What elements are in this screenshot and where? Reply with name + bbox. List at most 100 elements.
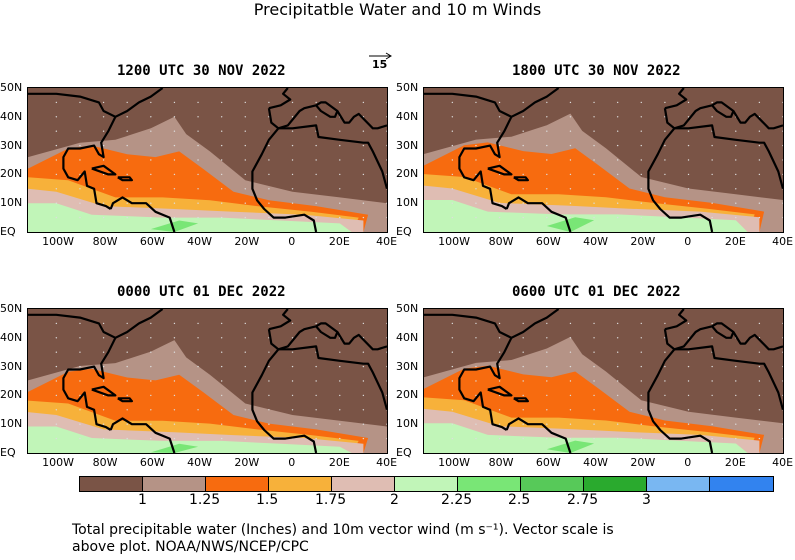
- grid-dot: [687, 188, 690, 190]
- grid-dot: [711, 216, 713, 219]
- grid-dot: [498, 101, 501, 104]
- grid-dot: [339, 159, 341, 161]
- grid-dot: [498, 337, 501, 339]
- grid-dot: [522, 173, 524, 176]
- figure-title: Precipitatble Water and 10 m Winds: [253, 0, 542, 19]
- lat-tick-label: 10N: [0, 417, 23, 431]
- grid-dot: [55, 101, 58, 104]
- grid-dot: [79, 337, 81, 339]
- color-legend: [79, 476, 774, 492]
- grid-dot: [102, 394, 105, 397]
- grid-dot: [616, 144, 619, 147]
- grid-dot: [197, 216, 199, 219]
- lat-tick-label: 20N: [396, 167, 419, 181]
- grid-dot: [758, 365, 761, 368]
- grid-dot: [546, 423, 548, 425]
- grid-dot: [126, 409, 128, 411]
- grid-dot: [220, 159, 223, 161]
- grid-dot: [386, 159, 387, 161]
- grid-dot: [220, 380, 223, 382]
- grid-dot: [451, 365, 454, 368]
- grid-dot: [244, 101, 246, 104]
- grid-dot: [616, 188, 619, 190]
- grid-dot: [173, 159, 176, 161]
- grid-dot: [687, 101, 690, 104]
- grid-dot: [475, 409, 477, 411]
- legend-swatch: [332, 477, 395, 491]
- grid-dot: [475, 423, 477, 425]
- coastline-6: [674, 124, 783, 190]
- grid-dot: [220, 116, 223, 118]
- grid-dot: [386, 116, 387, 118]
- grid-dot: [451, 173, 454, 176]
- grid-dot: [593, 188, 595, 190]
- grid-dot: [102, 173, 105, 176]
- grid-dot: [173, 188, 176, 190]
- grid-dot: [291, 144, 294, 147]
- vector-scale-label: 15: [372, 58, 388, 71]
- coastline-9: [732, 110, 783, 130]
- lat-tick-label: 30N: [396, 359, 419, 373]
- grid-dot: [616, 437, 619, 440]
- lon-tick-label: 40E: [376, 456, 398, 469]
- grid-dot: [640, 130, 642, 132]
- coastline-2: [109, 417, 176, 453]
- grid-dot: [569, 365, 572, 368]
- grid-dot: [522, 159, 524, 161]
- grid-dot: [291, 130, 294, 132]
- grid-dot: [268, 409, 270, 411]
- grid-dot: [55, 337, 58, 339]
- grid-dot: [291, 365, 294, 368]
- grid-dot: [569, 216, 572, 219]
- moisture-band-5: [546, 217, 595, 232]
- legend-swatch: [143, 477, 206, 491]
- grid-dot: [640, 188, 642, 190]
- grid-dot: [593, 423, 595, 425]
- grid-dot: [244, 423, 246, 425]
- grid-dot: [498, 130, 501, 132]
- grid-dot: [498, 144, 501, 147]
- grid-dot: [126, 380, 128, 382]
- grid-dot: [758, 173, 761, 176]
- grid-dot: [362, 130, 365, 132]
- grid-dot: [386, 423, 387, 425]
- grid-dot: [386, 144, 387, 147]
- grid-dot: [640, 116, 642, 118]
- grid-dot: [569, 144, 572, 147]
- grid-dot: [315, 173, 317, 176]
- grid-dot: [268, 159, 270, 161]
- coastline-5: [647, 127, 714, 232]
- lat-tick-label: 40N: [0, 109, 23, 123]
- grid-dot: [315, 216, 317, 219]
- grid-dot: [315, 202, 317, 204]
- grid-dot: [498, 351, 501, 353]
- grid-dot: [546, 173, 548, 176]
- grid-dot: [546, 409, 548, 411]
- grid-dot: [220, 101, 223, 104]
- grid-dot: [197, 409, 199, 411]
- coastline-8: [664, 309, 688, 331]
- grid-dot: [268, 130, 270, 132]
- grid-dot: [244, 337, 246, 339]
- grid-dot: [522, 423, 524, 425]
- grid-dot: [315, 101, 317, 104]
- grid-dot: [55, 144, 58, 147]
- lat-tick-label: 10N: [396, 196, 419, 210]
- grid-dot: [244, 130, 246, 132]
- grid-dot: [362, 202, 365, 204]
- vector-scale-arrow: [369, 52, 392, 60]
- coastline-1: [458, 116, 513, 210]
- grid-dot: [569, 130, 572, 132]
- grid-dot: [220, 351, 223, 353]
- coastline-3: [91, 164, 117, 176]
- grid-dot: [475, 322, 477, 325]
- grid-dot: [616, 216, 619, 219]
- grid-dot: [79, 188, 81, 190]
- grid-dot: [386, 437, 387, 440]
- legend-tick-label: 2.5: [508, 492, 531, 508]
- lon-tick-label: 80W: [488, 235, 514, 248]
- grid-dot: [735, 380, 737, 382]
- grid-dot: [664, 202, 666, 204]
- grid-dot: [102, 101, 105, 104]
- grid-dot: [522, 216, 524, 219]
